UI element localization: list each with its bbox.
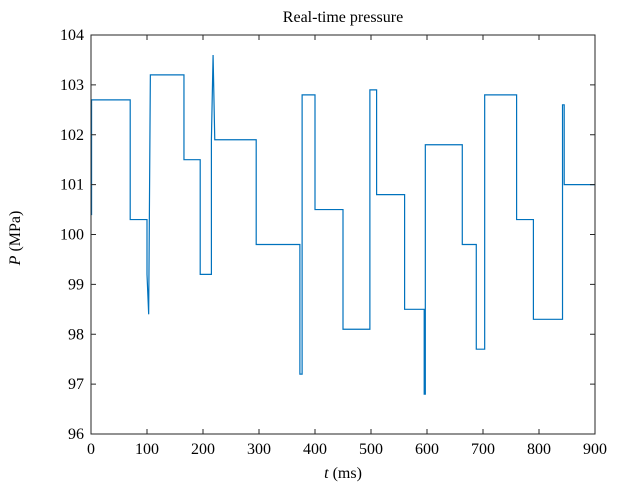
x-axis-label-unit: (ms) — [329, 465, 362, 482]
axis-ticks: 0 100 200 300 400 500 600 700 800 900 96 97 98 99 100 1… — [60, 27, 607, 458]
y-tick-label: 102 — [60, 127, 84, 144]
plot-area — [90, 54, 595, 395]
y-axis-label-symbol: P — [7, 255, 24, 266]
y-tick-label: 103 — [60, 77, 84, 94]
x-axis-label-symbol: t — [324, 465, 329, 482]
pressure-series-line — [90, 54, 595, 395]
x-tick-label: 800 — [527, 441, 551, 458]
x-tick-label: 300 — [247, 441, 271, 458]
x-tick-label: 400 — [303, 441, 327, 458]
x-tick-label: 900 — [583, 441, 607, 458]
y-tick-label: 101 — [60, 177, 84, 194]
y-tick-label: 96 — [68, 426, 84, 443]
y-tick-label: 104 — [60, 27, 84, 44]
plot-frame — [90, 34, 596, 435]
y-axis-label: P (MPa) — [7, 211, 24, 267]
x-tick-label: 0 — [87, 441, 95, 458]
x-axis-label: t (ms) — [324, 465, 362, 482]
y-tick-label: 99 — [68, 276, 84, 293]
y-tick-label: 97 — [68, 376, 84, 393]
y-tick-label: 100 — [60, 227, 84, 244]
x-tick-label: 200 — [191, 441, 215, 458]
x-tick-label: 500 — [359, 441, 383, 458]
x-tick-label: 600 — [415, 441, 439, 458]
x-tick-label: 100 — [135, 441, 159, 458]
y-axis-label-unit: (MPa) — [7, 211, 24, 256]
y-tick-label: 98 — [68, 326, 84, 343]
chart-title: Real-time pressure — [283, 9, 403, 26]
x-tick-label: 700 — [471, 441, 495, 458]
